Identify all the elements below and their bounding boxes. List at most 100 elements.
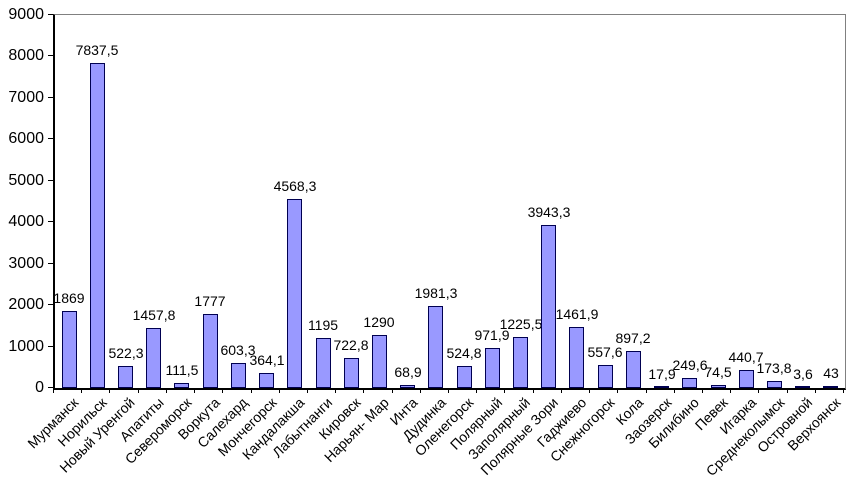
bar-value-label: 1869 [53, 290, 85, 306]
x-axis-tick [222, 389, 223, 393]
y-axis-tick [48, 346, 53, 347]
bar-value-label: 1457,8 [132, 307, 176, 323]
bar-value-label: 74,5 [704, 364, 732, 380]
bar-3 [118, 366, 133, 388]
bar-10 [316, 338, 331, 388]
y-axis-tick-label: 9000 [8, 6, 44, 23]
y-axis-tick [48, 97, 53, 98]
y-axis-tick [48, 221, 53, 222]
bar-value-label: 971,9 [474, 327, 510, 343]
bar-value-label: 1461,9 [555, 306, 599, 322]
y-axis-tick-label: 8000 [8, 47, 44, 64]
x-axis-tick [166, 389, 167, 393]
x-axis-tick [420, 389, 421, 393]
bar-value-label: 3943,3 [527, 204, 571, 220]
x-axis-tick [448, 389, 449, 393]
bar-23 [682, 378, 697, 388]
bar-19 [569, 327, 584, 388]
bar-value-label: 364,1 [249, 352, 285, 368]
bar-value-label: 557,6 [587, 344, 623, 360]
x-axis-tick [53, 389, 54, 393]
bar-21 [626, 351, 641, 388]
x-axis-tick [138, 389, 139, 393]
x-axis-tick [758, 389, 759, 393]
bar-value-label: 440,7 [728, 349, 764, 365]
x-axis-tick [194, 389, 195, 393]
bar-value-label: 4568,3 [273, 178, 317, 194]
y-axis-tick [48, 180, 53, 181]
x-axis-tick [392, 389, 393, 393]
y-axis-tick-label: 2000 [8, 296, 44, 313]
x-axis-tick [702, 389, 703, 393]
bar-value-label: 173,8 [756, 360, 792, 376]
bar-value-label: 524,8 [446, 345, 482, 361]
x-axis-tick [335, 389, 336, 393]
bar-value-label: 1981,3 [414, 285, 458, 301]
y-axis-tick-label: 0 [35, 379, 44, 396]
bar-16 [485, 348, 500, 388]
bar-value-label: 68,9 [394, 364, 422, 380]
bar-28 [823, 386, 838, 388]
x-axis-tick [730, 389, 731, 393]
y-axis-tick-label: 5000 [8, 172, 44, 189]
y-axis-tick-label: 4000 [8, 213, 44, 230]
bar-15 [457, 366, 472, 388]
bar-value-label: 603,3 [220, 342, 256, 358]
bar-24 [711, 385, 726, 388]
x-axis-tick [674, 389, 675, 393]
x-axis-tick [561, 389, 562, 393]
y-axis-tick [48, 138, 53, 139]
y-axis-tick-label: 6000 [8, 130, 44, 147]
bar-5 [174, 383, 189, 388]
bar-2 [90, 63, 105, 388]
x-axis-tick [476, 389, 477, 393]
bar-value-label: 897,2 [615, 330, 651, 346]
x-axis-tick [815, 389, 816, 393]
x-axis-tick [81, 389, 82, 393]
bar-22 [654, 386, 669, 388]
x-axis-tick [307, 389, 308, 393]
x-axis-tick [363, 389, 364, 393]
bar-25 [739, 370, 754, 388]
bar-9 [287, 199, 302, 388]
bar-value-label: 1225,5 [499, 316, 543, 332]
x-axis-tick [617, 389, 618, 393]
y-axis-tick [48, 14, 53, 15]
bar-value-label: 249,6 [672, 357, 708, 373]
bar-value-label: 1777 [194, 293, 226, 309]
bar-value-label: 7837,5 [75, 42, 119, 58]
y-axis-tick-label: 7000 [8, 89, 44, 106]
bar-26 [767, 381, 782, 388]
y-axis-tick [48, 55, 53, 56]
x-axis-tick [646, 389, 647, 393]
bar-value-label: 3,6 [793, 366, 813, 382]
bar-20 [598, 365, 613, 388]
bar-8 [259, 373, 274, 388]
x-axis-tick [787, 389, 788, 393]
bar-value-label: 1290 [363, 314, 395, 330]
y-axis-tick-label: 1000 [8, 338, 44, 355]
x-axis-tick [533, 389, 534, 393]
bar-value-label: 43 [823, 365, 839, 381]
plot-area: 1869 7837,5 522,3 1457,8 111,5 1777 603,3 364,1… [53, 14, 846, 390]
x-axis-tick [589, 389, 590, 393]
bar-1 [62, 311, 77, 388]
bar-4 [146, 328, 161, 388]
y-axis-tick [48, 304, 53, 305]
bar-18 [541, 225, 556, 388]
bar-7 [231, 363, 246, 388]
bar-value-label: 1195 [307, 317, 339, 333]
bar-14 [428, 306, 443, 388]
y-axis-tick-label: 3000 [8, 255, 44, 272]
bar-value-label: 722,8 [333, 337, 369, 353]
bar-13 [400, 385, 415, 388]
bar-value-label: 111,5 [165, 362, 199, 378]
x-axis-tick [843, 389, 844, 393]
x-axis-tick [504, 389, 505, 393]
x-axis-tick [279, 389, 280, 393]
bar-17 [513, 337, 528, 388]
bar-value-label: 17,9 [648, 366, 676, 382]
bar-12 [372, 335, 387, 388]
x-axis-tick [109, 389, 110, 393]
